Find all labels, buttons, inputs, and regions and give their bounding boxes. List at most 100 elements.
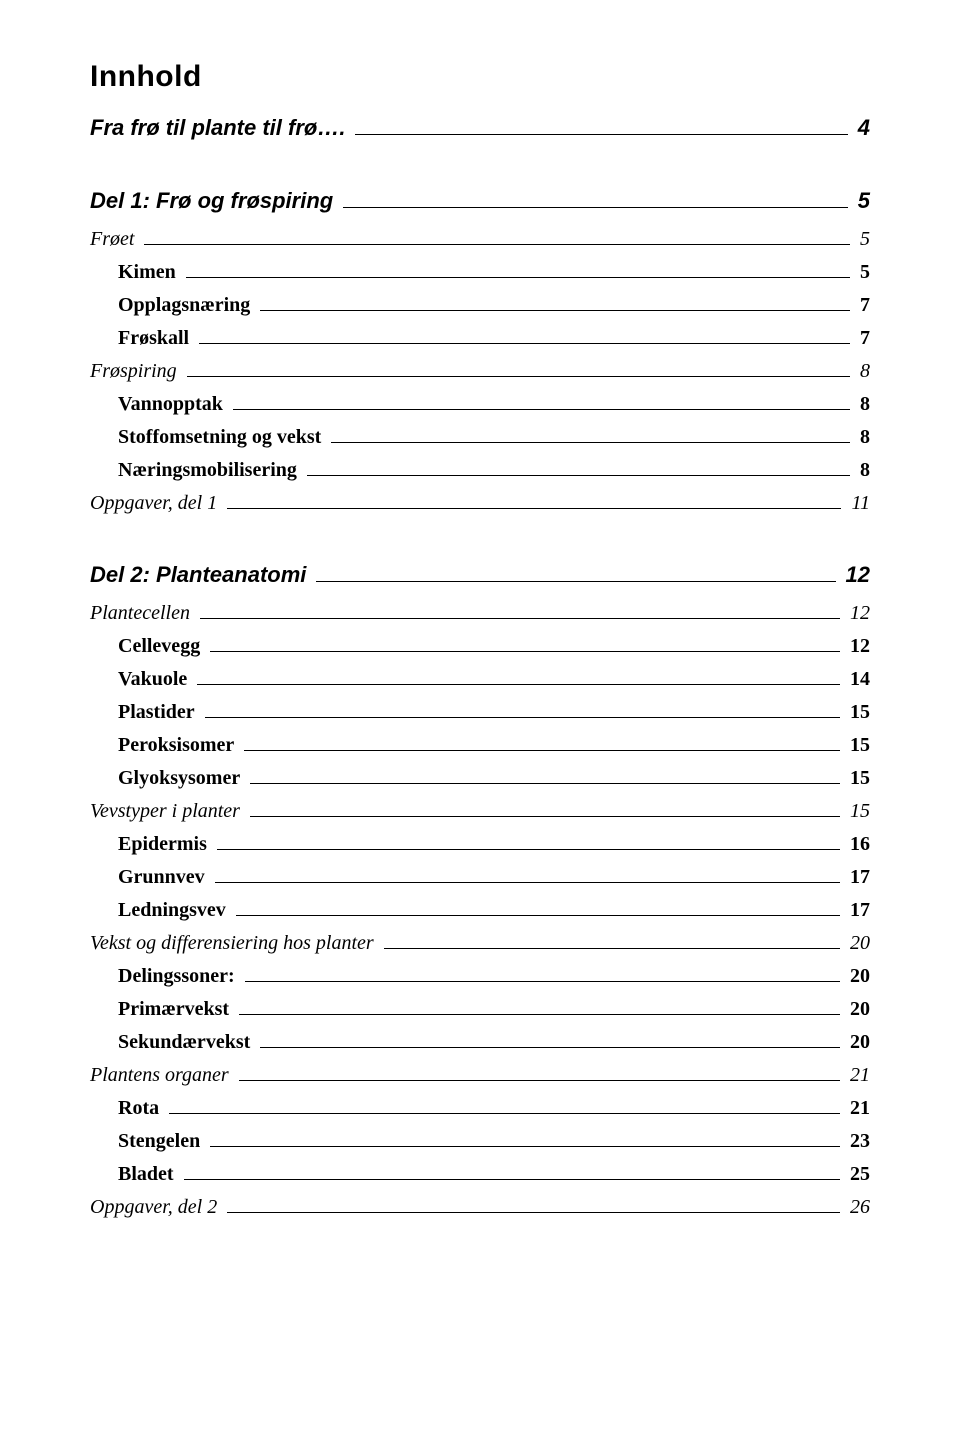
toc-entry-page: 12 — [850, 602, 870, 625]
toc-entry-page: 15 — [850, 701, 870, 724]
toc-entry: Opplagsnæring7 — [90, 290, 870, 317]
toc-leader-line — [260, 290, 850, 311]
toc-entry: Peroksisomer15 — [90, 730, 870, 757]
toc-entry: Næringsmobilisering 8 — [90, 455, 870, 482]
toc-leader-line — [355, 112, 847, 135]
toc-entry: Frøspiring 8 — [90, 356, 870, 383]
toc-entry: Stengelen 23 — [90, 1126, 870, 1153]
toc-entry-page: 5 — [860, 228, 870, 251]
toc-leader-line — [205, 697, 840, 718]
toc-leader-line — [200, 598, 840, 619]
toc-leader-line — [144, 224, 850, 245]
toc-entry-page: 8 — [860, 360, 870, 383]
toc-entry-label: Sekundærvekst — [118, 1031, 250, 1054]
toc-entry: Frøet 5 — [90, 224, 870, 251]
toc-entry: Plantens organer 21 — [90, 1060, 870, 1087]
toc-entry-page: 5 — [860, 261, 870, 284]
toc-leader-line — [250, 796, 840, 817]
toc-entry: Rota 21 — [90, 1093, 870, 1120]
toc-entry: Glyoksysomer15 — [90, 763, 870, 790]
toc-leader-line — [239, 994, 840, 1015]
toc-entry-label: Epidermis — [118, 833, 207, 856]
toc-entry: Plastider 15 — [90, 697, 870, 724]
toc-entry-label: Delingssoner: — [118, 965, 235, 988]
table-of-contents: Fra frø til plante til frø….4Del 1: Frø … — [90, 112, 870, 1219]
toc-entry-page: 8 — [860, 393, 870, 416]
toc-entry: Kimen 5 — [90, 257, 870, 284]
toc-entry-page: 15 — [850, 734, 870, 757]
toc-entry: Fra frø til plante til frø…. 4 — [90, 112, 870, 141]
toc-leader-line — [215, 862, 840, 883]
toc-leader-line — [236, 895, 840, 916]
toc-entry-page: 15 — [850, 800, 870, 823]
toc-entry-label: Plantens organer — [90, 1064, 229, 1087]
toc-leader-line — [233, 389, 850, 410]
toc-leader-line — [343, 185, 848, 208]
toc-leader-line — [245, 961, 840, 982]
toc-leader-line — [197, 664, 840, 685]
toc-entry-page: 4 — [858, 115, 870, 141]
toc-entry-label: Vakuole — [118, 668, 187, 691]
toc-leader-line — [199, 323, 850, 344]
toc-entry-page: 17 — [850, 899, 870, 922]
toc-entry-label: Næringsmobilisering — [118, 459, 297, 482]
toc-entry: Stoffomsetning og vekst 8 — [90, 422, 870, 449]
toc-entry-label: Vekst og differensiering hos planter — [90, 932, 374, 955]
toc-entry-label: Kimen — [118, 261, 176, 284]
toc-leader-line — [260, 1027, 840, 1048]
toc-entry-label: Vannopptak — [118, 393, 223, 416]
toc-entry: Vakuole 14 — [90, 664, 870, 691]
toc-entry-label: Grunnvev — [118, 866, 205, 889]
toc-entry-label: Fra frø til plante til frø…. — [90, 115, 345, 141]
toc-entry-page: 7 — [860, 294, 870, 317]
page-title: Innhold — [90, 60, 870, 94]
toc-entry: Delingssoner:20 — [90, 961, 870, 988]
toc-entry-page: 8 — [860, 426, 870, 449]
toc-entry-page: 23 — [850, 1130, 870, 1153]
toc-entry-page: 5 — [858, 188, 870, 214]
toc-entry: Bladet25 — [90, 1159, 870, 1186]
toc-entry-label: Ledningsvev — [118, 899, 226, 922]
toc-entry-label: Frøskall — [118, 327, 189, 350]
toc-entry-label: Rota — [118, 1097, 159, 1120]
toc-entry-label: Plastider — [118, 701, 195, 724]
toc-entry-label: Plantecellen — [90, 602, 190, 625]
toc-leader-line — [186, 257, 850, 278]
toc-leader-line — [210, 1126, 840, 1147]
toc-entry-page: 11 — [851, 492, 870, 515]
toc-entry-page: 8 — [860, 459, 870, 482]
toc-entry-page: 15 — [850, 767, 870, 790]
toc-leader-line — [239, 1060, 840, 1081]
toc-entry: Ledningsvev 17 — [90, 895, 870, 922]
toc-entry-page: 21 — [850, 1064, 870, 1087]
toc-leader-line — [217, 829, 840, 850]
toc-entry-label: Vevstyper i planter — [90, 800, 240, 823]
toc-leader-line — [384, 928, 840, 949]
toc-entry-page: 12 — [850, 635, 870, 658]
toc-entry-page: 21 — [850, 1097, 870, 1120]
toc-entry-page: 26 — [850, 1196, 870, 1219]
toc-entry: Del 2: Planteanatomi12 — [90, 559, 870, 588]
toc-entry: Cellevegg 12 — [90, 631, 870, 658]
toc-entry-page: 12 — [846, 562, 870, 588]
document-page: Innhold Fra frø til plante til frø…. 4 Del… — [0, 0, 960, 1285]
toc-leader-line — [169, 1093, 840, 1114]
toc-entry: Grunnvev 17 — [90, 862, 870, 889]
toc-entry-label: Frøet — [90, 228, 134, 251]
toc-entry-page: 17 — [850, 866, 870, 889]
toc-entry-label: Primærvekst — [118, 998, 229, 1021]
toc-leader-line — [250, 763, 840, 784]
toc-leader-line — [187, 356, 850, 377]
toc-entry-label: Oppgaver, del 1 — [90, 492, 217, 515]
toc-entry-page: 20 — [850, 932, 870, 955]
toc-entry-label: Stoffomsetning og vekst — [118, 426, 321, 449]
toc-entry-label: Frøspiring — [90, 360, 177, 383]
toc-leader-line — [210, 631, 840, 652]
toc-entry: Oppgaver, del 226 — [90, 1192, 870, 1219]
toc-entry-label: Stengelen — [118, 1130, 200, 1153]
toc-entry-page: 14 — [850, 668, 870, 691]
toc-entry-label: Cellevegg — [118, 635, 200, 658]
toc-entry: Frøskall7 — [90, 323, 870, 350]
toc-entry: Oppgaver, del 1 11 — [90, 488, 870, 515]
toc-leader-line — [244, 730, 840, 751]
